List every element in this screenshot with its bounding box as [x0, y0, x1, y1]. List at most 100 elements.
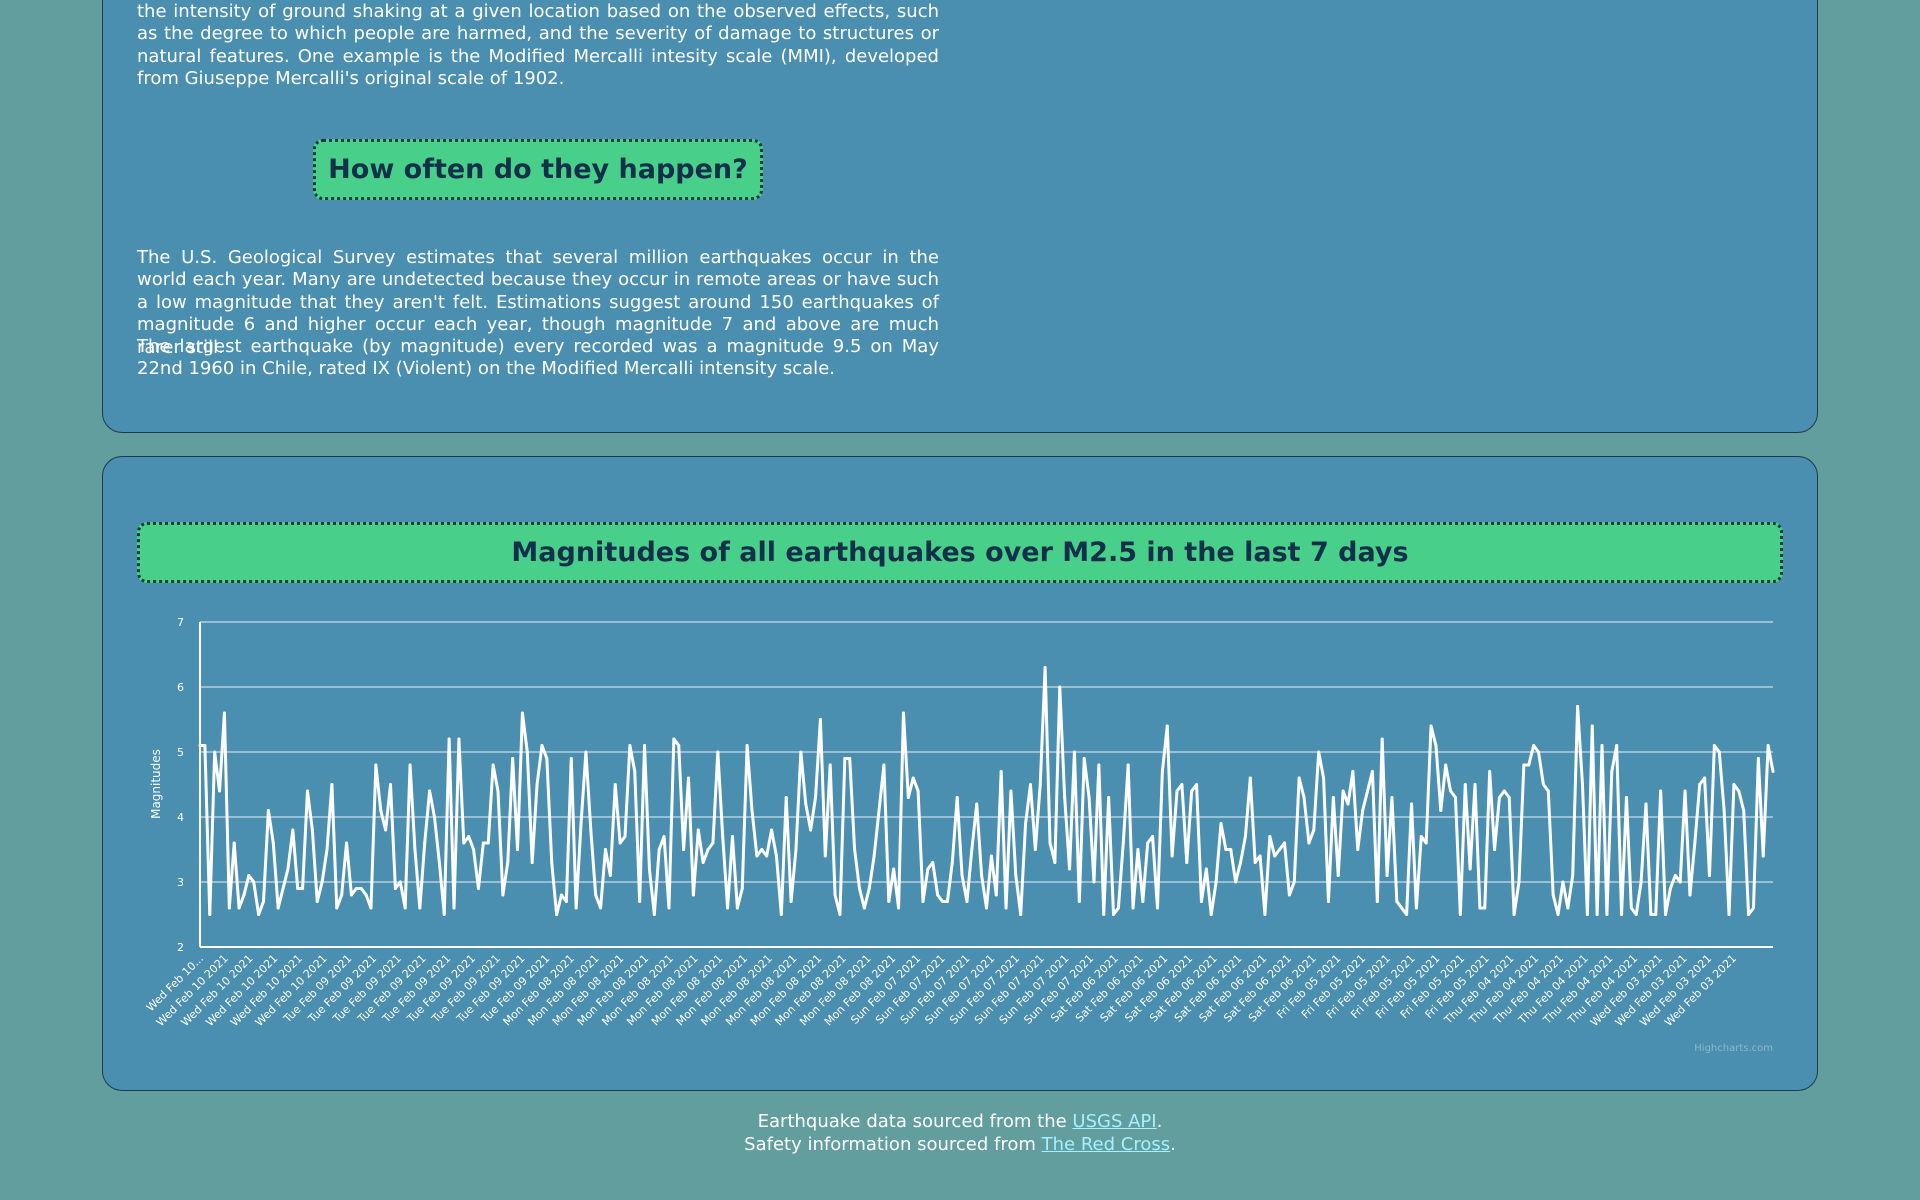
- data-point[interactable]: [1590, 724, 1594, 728]
- data-point[interactable]: [843, 757, 847, 760]
- data-point[interactable]: [1400, 906, 1404, 910]
- data-point[interactable]: [1541, 783, 1545, 786]
- data-point[interactable]: [1532, 744, 1536, 747]
- data-point[interactable]: [945, 900, 949, 903]
- data-point[interactable]: [1424, 841, 1428, 845]
- data-point[interactable]: [452, 906, 456, 910]
- data-point[interactable]: [1072, 750, 1076, 754]
- data-point[interactable]: [1449, 789, 1453, 793]
- data-point[interactable]: [232, 841, 236, 845]
- data-point[interactable]: [1126, 763, 1130, 767]
- data-point[interactable]: [794, 848, 798, 851]
- data-point[interactable]: [911, 776, 915, 780]
- data-point[interactable]: [1771, 770, 1775, 773]
- data-point[interactable]: [579, 822, 583, 825]
- data-point[interactable]: [1693, 841, 1697, 845]
- data-point[interactable]: [779, 913, 783, 916]
- data-point[interactable]: [687, 776, 691, 780]
- data-point[interactable]: [1629, 906, 1633, 910]
- data-point[interactable]: [1385, 874, 1389, 877]
- data-point[interactable]: [1580, 783, 1584, 786]
- data-point[interactable]: [1234, 880, 1238, 884]
- data-point[interactable]: [1014, 874, 1018, 877]
- data-point[interactable]: [291, 828, 295, 832]
- data-point[interactable]: [1258, 854, 1262, 858]
- data-point[interactable]: [1551, 893, 1555, 897]
- data-point[interactable]: [1507, 796, 1511, 799]
- data-point[interactable]: [726, 906, 730, 910]
- data-point[interactable]: [677, 744, 681, 747]
- data-point[interactable]: [1019, 913, 1023, 916]
- data-point[interactable]: [672, 737, 676, 741]
- data-point[interactable]: [838, 913, 842, 916]
- data-point[interactable]: [989, 854, 993, 858]
- data-point[interactable]: [1322, 776, 1326, 780]
- data-point[interactable]: [926, 867, 930, 871]
- data-point[interactable]: [310, 828, 314, 832]
- data-point[interactable]: [643, 744, 647, 747]
- data-point[interactable]: [1190, 789, 1194, 793]
- data-point[interactable]: [237, 906, 241, 910]
- data-point[interactable]: [906, 796, 910, 799]
- data-point[interactable]: [662, 835, 666, 838]
- data-point[interactable]: [882, 763, 886, 767]
- highcharts-credits[interactable]: Highcharts.com: [1694, 1043, 1773, 1054]
- data-point[interactable]: [374, 763, 378, 767]
- data-point[interactable]: [301, 887, 305, 890]
- data-point[interactable]: [999, 770, 1003, 773]
- data-point[interactable]: [1175, 789, 1179, 793]
- data-point[interactable]: [804, 802, 808, 806]
- data-point[interactable]: [1546, 789, 1550, 793]
- data-point[interactable]: [955, 796, 959, 799]
- data-point[interactable]: [623, 835, 627, 838]
- data-point[interactable]: [1463, 783, 1467, 786]
- data-point[interactable]: [970, 848, 974, 851]
- data-point[interactable]: [525, 750, 529, 754]
- data-point[interactable]: [1600, 744, 1604, 747]
- data-point[interactable]: [1282, 841, 1286, 845]
- data-point[interactable]: [1615, 744, 1619, 747]
- data-point[interactable]: [1263, 913, 1267, 916]
- data-point[interactable]: [647, 867, 651, 871]
- data-point[interactable]: [682, 848, 686, 851]
- data-point[interactable]: [1478, 906, 1482, 910]
- data-point[interactable]: [564, 900, 568, 903]
- data-point[interactable]: [408, 763, 412, 767]
- data-point[interactable]: [1024, 822, 1028, 825]
- data-point[interactable]: [1366, 789, 1370, 793]
- data-point[interactable]: [1087, 796, 1091, 799]
- data-point[interactable]: [330, 783, 334, 786]
- data-point[interactable]: [1561, 880, 1565, 884]
- data-point[interactable]: [755, 854, 759, 858]
- data-point[interactable]: [1722, 809, 1726, 812]
- data-point[interactable]: [745, 744, 749, 747]
- data-point[interactable]: [1566, 906, 1570, 910]
- data-point[interactable]: [222, 711, 226, 715]
- data-point[interactable]: [364, 893, 368, 897]
- data-point[interactable]: [555, 913, 559, 916]
- data-point[interactable]: [1121, 841, 1125, 845]
- data-point[interactable]: [696, 828, 700, 832]
- data-point[interactable]: [1170, 854, 1174, 858]
- data-point[interactable]: [1458, 913, 1462, 916]
- data-point[interactable]: [1214, 880, 1218, 884]
- data-point[interactable]: [1346, 802, 1350, 806]
- data-point[interactable]: [447, 737, 451, 741]
- data-point[interactable]: [613, 783, 617, 786]
- data-point[interactable]: [584, 750, 588, 754]
- data-point[interactable]: [1673, 874, 1677, 877]
- data-point[interactable]: [980, 874, 984, 877]
- data-point[interactable]: [1639, 880, 1643, 884]
- data-point[interactable]: [540, 744, 544, 747]
- data-point[interactable]: [760, 848, 764, 851]
- data-point[interactable]: [1312, 828, 1316, 832]
- data-point[interactable]: [774, 854, 778, 858]
- data-point[interactable]: [1077, 900, 1081, 903]
- data-point[interactable]: [530, 861, 534, 864]
- data-point[interactable]: [770, 828, 774, 832]
- data-point[interactable]: [1097, 763, 1101, 767]
- data-point[interactable]: [413, 848, 417, 851]
- data-point[interactable]: [1146, 841, 1150, 845]
- data-point[interactable]: [1112, 913, 1116, 916]
- data-point[interactable]: [496, 789, 500, 793]
